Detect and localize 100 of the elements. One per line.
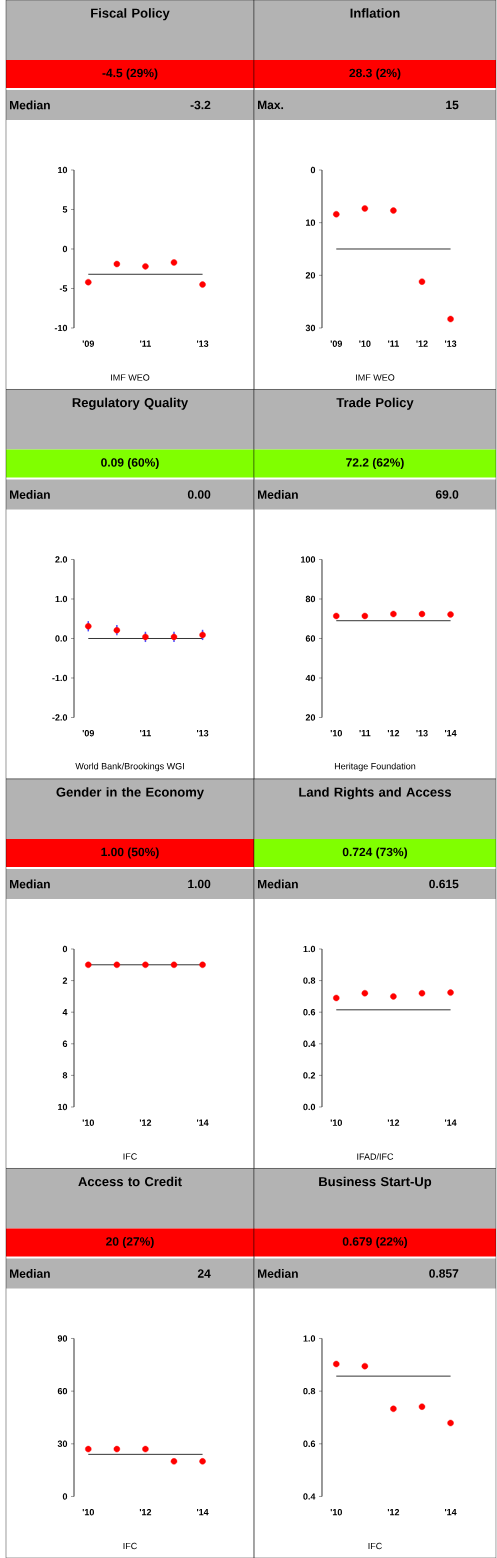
chart-title: Business Start-Up [319, 1176, 432, 1189]
chart-subtitle: 20 (27%) [106, 1236, 154, 1249]
text: 0.00 [187, 490, 211, 499]
chart-title: Land Rights and Access [299, 787, 452, 800]
y-tick-label: 80 [305, 595, 316, 603]
y-tick-label: 10 [58, 166, 68, 174]
text: IFC [123, 1542, 137, 1550]
y-tick-label: 0.8 [303, 1387, 316, 1395]
chart-subtitle: 0.724 (73%) [342, 847, 408, 859]
chart-subtitle: 28.3 (2%) [349, 68, 401, 80]
text: 0.857 [429, 1269, 459, 1278]
x-tick-label: '12 [416, 340, 428, 347]
ref-line-label: Median [258, 1269, 298, 1278]
y-tick-label: 0 [62, 945, 68, 953]
y-tick-label: 1.0 [303, 945, 316, 953]
x-tick-label: '14 [196, 1509, 209, 1516]
chart-title: Inflation [350, 8, 400, 18]
text: World Bank/Brookings WGI [75, 762, 184, 772]
text: IMF WEO [111, 374, 150, 381]
y-tick-label: 0.4 [303, 1493, 316, 1500]
text: 0.615 [429, 879, 459, 889]
chart-title: Access to Credit [78, 1176, 182, 1187]
chart-subtitle: -4.5 (29%) [102, 68, 158, 80]
y-tick-label: 5 [62, 206, 68, 213]
y-tick-label: 60 [305, 635, 316, 642]
ref-line-label: Median [10, 100, 50, 110]
x-tick-label: '13 [416, 730, 428, 737]
x-tick-label: '09 [82, 340, 95, 347]
chart-title: Fiscal Policy [91, 8, 170, 21]
x-tick-label: '11 [359, 730, 371, 737]
x-tick-label: '10 [330, 1119, 342, 1126]
y-tick-label: 0.8 [303, 977, 316, 984]
y-tick-label: 30 [57, 1440, 68, 1447]
y-tick-label: 0 [310, 166, 316, 174]
y-tick-label: 6 [62, 1040, 68, 1047]
chart-title: Trade Policy [336, 397, 414, 410]
x-tick-label: '10 [82, 1119, 94, 1126]
y-tick-label: 30 [305, 324, 316, 332]
text: IFC [123, 1153, 137, 1160]
y-tick-label: 0.6 [303, 1009, 316, 1016]
y-tick-label: -1.0 [52, 674, 68, 682]
x-tick-label: '12 [139, 1119, 152, 1126]
x-tick-label: '12 [387, 730, 400, 737]
x-tick-label: '10 [330, 1509, 342, 1516]
text: 69.0 [435, 490, 459, 499]
y-tick-label: 0.4 [303, 1040, 316, 1047]
y-tick-label: -10 [54, 324, 68, 332]
y-tick-label: 1.0 [303, 1335, 316, 1342]
x-tick-label: '10 [330, 730, 342, 737]
y-tick-label: 0 [62, 245, 68, 253]
y-tick-label: 20 [305, 272, 316, 279]
x-tick-label: '14 [196, 1119, 209, 1126]
ref-line-label: Median [258, 879, 298, 889]
y-tick-label: 2 [62, 977, 68, 984]
x-tick-label: '10 [82, 1509, 94, 1516]
x-tick-label: '13 [196, 730, 209, 737]
y-tick-label: 0.0 [303, 1103, 316, 1111]
y-tick-label: 4 [62, 1009, 68, 1016]
chart-title: Gender in the Economy [56, 787, 204, 800]
x-tick-label: '12 [139, 1509, 152, 1516]
ref-line-label: Median [258, 490, 298, 499]
ref-line-label: Max. [258, 100, 284, 110]
x-tick-label: '12 [387, 1119, 400, 1126]
x-tick-label: '12 [387, 1509, 400, 1516]
ref-line-label: Median [10, 490, 50, 499]
x-tick-label: '14 [444, 1509, 457, 1516]
text: IMF WEO [356, 374, 395, 381]
y-tick-label: 20 [305, 714, 316, 721]
chart-subtitle: 1.00 (50%) [101, 847, 159, 859]
y-tick-label: 0 [62, 1493, 68, 1500]
y-tick-label: 8 [62, 1072, 68, 1079]
x-tick-label: '09 [82, 730, 95, 737]
y-tick-label: -5 [59, 285, 68, 292]
y-tick-label: 10 [58, 1103, 68, 1111]
y-tick-label: 0.0 [55, 635, 68, 642]
y-tick-label: 100 [301, 556, 316, 563]
ref-line-label: Median [10, 879, 50, 889]
x-tick-label: '13 [196, 340, 209, 347]
text: 24 [197, 1269, 211, 1278]
y-tick-label: 0.6 [303, 1440, 316, 1447]
chart-title: Regulatory Quality [72, 397, 189, 410]
text: 1.00 [188, 879, 211, 889]
text: IFAD/IFC [357, 1153, 394, 1160]
ref-line-label: Median [10, 1269, 50, 1278]
y-tick-label: -2.0 [52, 714, 68, 721]
x-tick-label: '11 [140, 340, 151, 347]
chart-subtitle: 0.09 (60%) [101, 457, 159, 470]
y-tick-label: 0.2 [303, 1072, 316, 1079]
x-tick-label: '14 [444, 730, 457, 737]
y-tick-label: 10 [306, 219, 316, 226]
text: IFC [368, 1542, 382, 1550]
chart-subtitle: 72.2 (62%) [346, 457, 404, 470]
y-tick-label: 2.0 [55, 556, 68, 563]
x-tick-label: '13 [444, 340, 457, 347]
x-tick-label: '11 [140, 730, 151, 737]
text: 15 [446, 100, 459, 110]
text: -3.2 [190, 100, 211, 110]
y-tick-label: 60 [57, 1387, 68, 1395]
x-tick-label: '10 [359, 340, 371, 347]
x-tick-label: '09 [330, 340, 343, 347]
